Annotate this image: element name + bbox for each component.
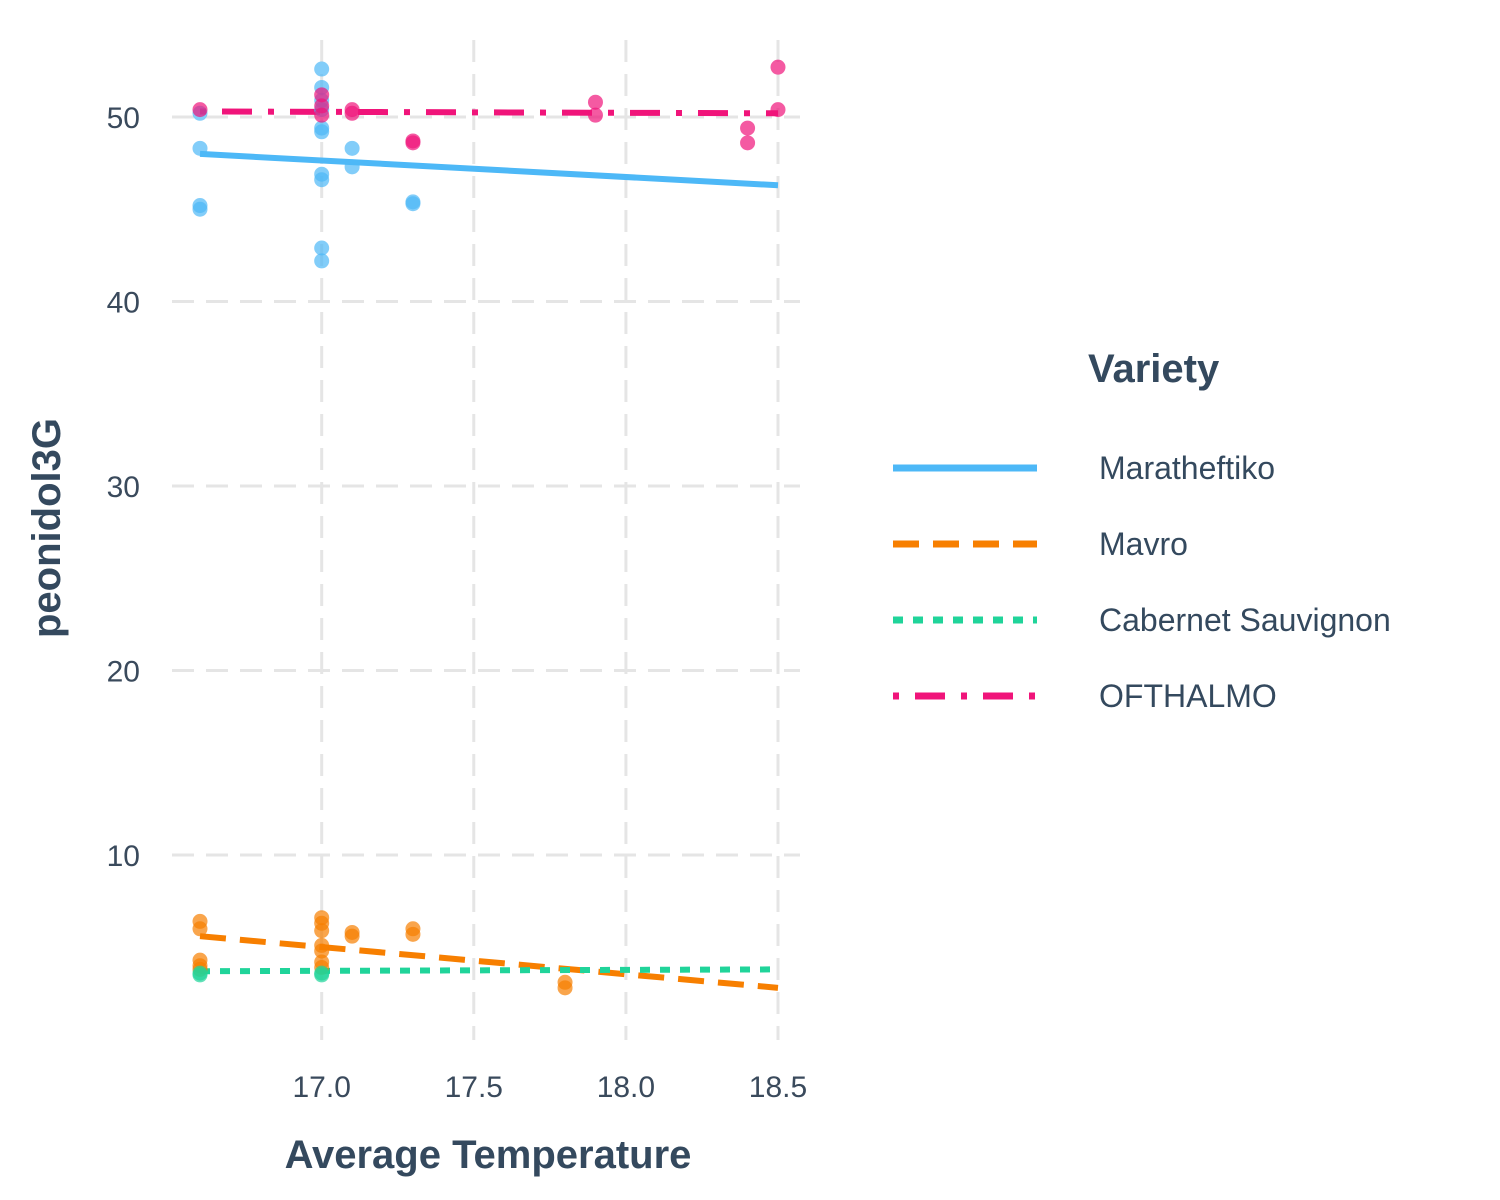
data-point (314, 967, 330, 983)
y-tick-label: 30 (107, 471, 140, 504)
y-tick-label: 20 (107, 656, 140, 689)
data-point (314, 240, 330, 256)
data-point (314, 61, 330, 77)
trend-line (199, 150, 779, 189)
legend-label: Mavro (1099, 526, 1188, 562)
data-point (740, 135, 756, 151)
tick-labels: 10 20 30 40 50 17.0 17.5 18.0 18.5 (107, 102, 808, 1104)
data-point (192, 102, 208, 118)
data-point (344, 159, 360, 175)
x-tick-label: 18.5 (749, 1071, 807, 1104)
data-point (192, 140, 208, 156)
data-point (192, 965, 208, 981)
data-point (314, 87, 330, 103)
trend-line (199, 966, 779, 975)
legend-label: OFTHALMO (1099, 678, 1277, 714)
x-tick-label: 18.0 (597, 1071, 655, 1104)
legend-label: Maratheftiko (1099, 450, 1275, 486)
data-point (314, 253, 330, 269)
x-axis-title: Average Temperature (285, 1133, 692, 1177)
data-point (770, 102, 786, 118)
data-point (587, 107, 603, 123)
data-point (314, 107, 330, 123)
data-point (405, 135, 421, 151)
data-point (314, 943, 330, 959)
data-point (314, 172, 330, 188)
y-tick-label: 10 (107, 840, 140, 873)
y-axis-title: peonidol3G (25, 418, 69, 638)
trend-lines (199, 108, 779, 991)
data-point (344, 928, 360, 944)
data-point (557, 980, 573, 996)
data-point (314, 923, 330, 939)
data-point (344, 105, 360, 121)
legend-title: Variety (1088, 347, 1220, 391)
data-point (192, 921, 208, 937)
data-point (587, 94, 603, 110)
legend-label: Cabernet Sauvignon (1099, 602, 1391, 638)
x-tick-label: 17.0 (292, 1071, 350, 1104)
y-tick-label: 50 (107, 102, 140, 135)
data-point (344, 140, 360, 156)
legend-items: Maratheftiko Mavro Cabernet Sauvignon OFTHA… (893, 450, 1391, 714)
data-point (770, 59, 786, 75)
data-point (192, 201, 208, 217)
data-point (405, 196, 421, 212)
trend-line (199, 933, 779, 991)
data-point (405, 926, 421, 942)
data-point (314, 124, 330, 140)
trend-line (199, 108, 779, 117)
y-tick-label: 40 (107, 287, 140, 320)
data-points (192, 59, 786, 996)
x-tick-label: 17.5 (445, 1071, 503, 1104)
legend: Variety Maratheftiko Mavro Cabernet Sauvig… (893, 347, 1391, 714)
data-point (740, 120, 756, 136)
grid (172, 40, 800, 1040)
